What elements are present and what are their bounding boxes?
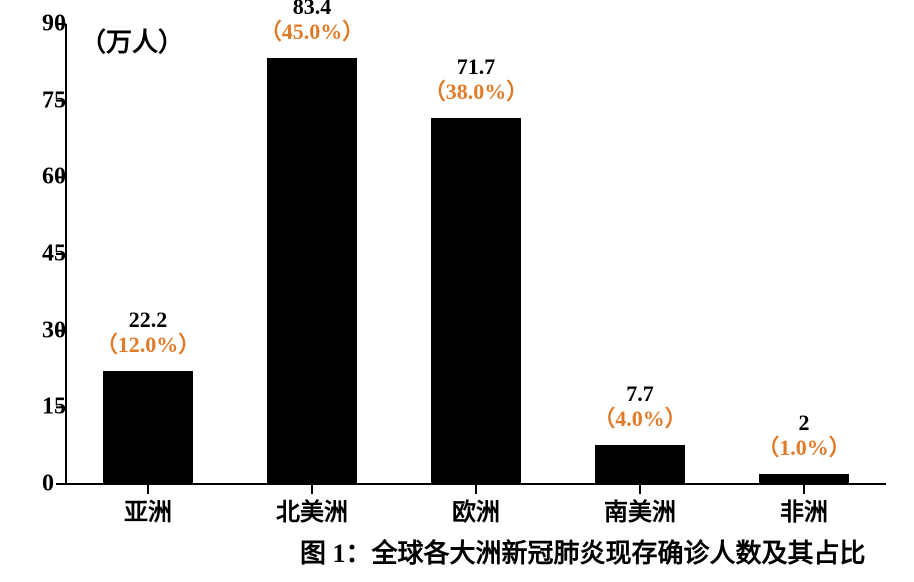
bar-percent-label: （1.0%） [704,430,904,462]
y-tick-label: 15 [42,394,50,421]
bar [431,118,521,484]
bar-cell: 2（1.0%）非洲 [759,24,849,484]
bar [267,58,357,484]
bar [595,445,685,484]
y-tick-label: 45 [42,241,50,268]
y-tick-label: 30 [42,317,50,344]
bar [759,474,849,484]
y-unit-label: （万人） [80,22,184,59]
chart-caption: 图 1：全球各大洲新冠肺炎现存确诊人数及其占比 [300,533,866,570]
bar-cell: 83.4（45.0%）北美洲 [267,24,357,484]
category-label: 非洲 [704,484,904,527]
y-tick-label: 0 [42,471,50,498]
y-tick-label: 60 [42,164,50,191]
plot-area: 22.2（12.0%）亚洲 83.4（45.0%）北美洲 71.7（38.0%）欧洲… [66,24,886,484]
y-tick-label: 90 [42,11,50,38]
bar-cell: 7.7（4.0%）南美洲 [595,24,685,484]
chart-container: 22.2（12.0%）亚洲 83.4（45.0%）北美洲 71.7（38.0%）欧洲… [0,0,914,582]
bar-percent-label: （12.0%） [48,327,248,359]
bar-percent-label: （38.0%） [376,74,576,106]
bar-percent-label: （45.0%） [212,14,412,46]
bar [103,371,193,484]
bar-cell: 71.7（38.0%）欧洲 [431,24,521,484]
bar-cell: 22.2（12.0%）亚洲 [103,24,193,484]
y-tick-label: 75 [42,87,50,114]
